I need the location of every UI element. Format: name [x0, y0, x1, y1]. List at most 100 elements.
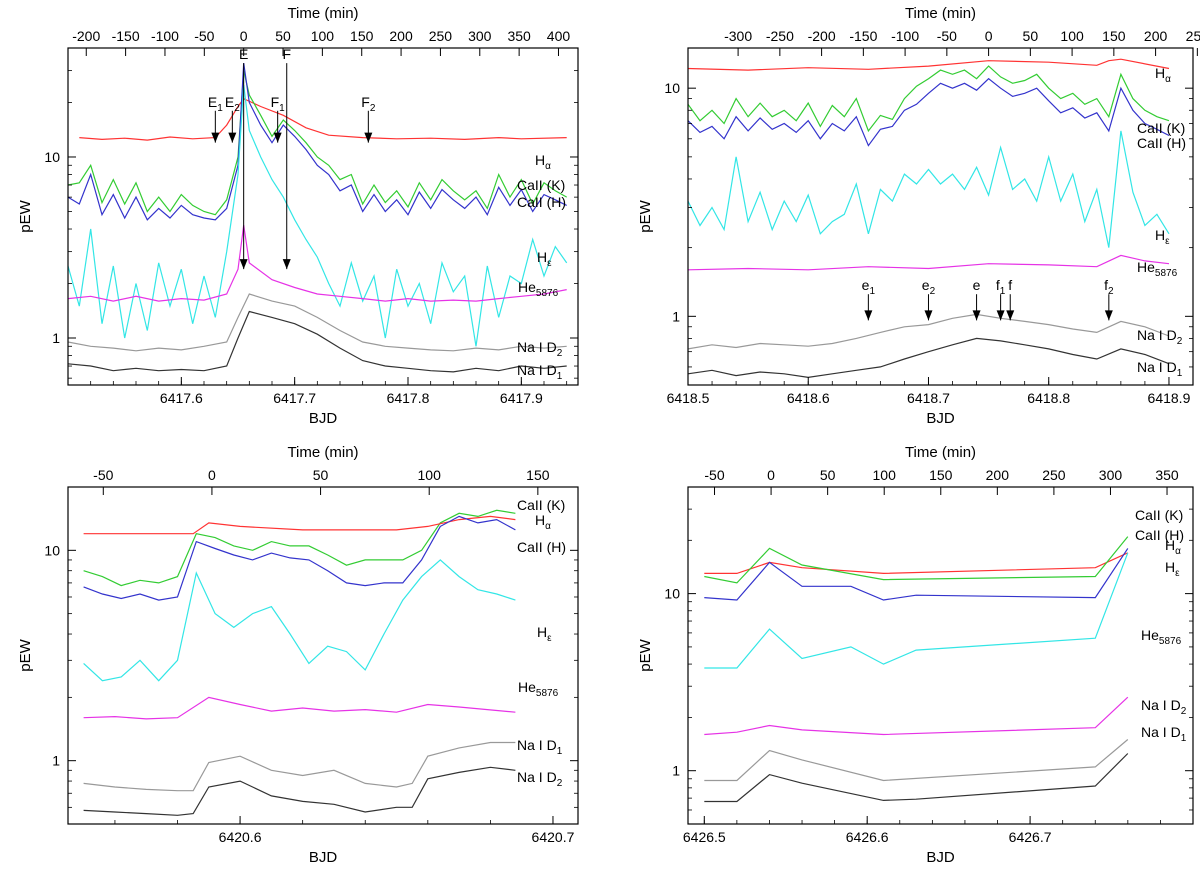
plot-frame [67, 47, 579, 386]
annotation-arrow-head [924, 310, 933, 321]
x-tick-label: 6417.9 [500, 390, 543, 406]
top-tick-label: 0 [208, 467, 216, 483]
top-tick-label: -50 [704, 467, 724, 483]
top-axis-label: Time (min) [287, 5, 358, 22]
x-tick-label: 6417.8 [387, 390, 430, 406]
series-line-he5876 [704, 696, 1129, 736]
top-tick-label: 200 [389, 28, 413, 44]
series-line-h- [83, 559, 516, 682]
y-tick-label: 10 [44, 149, 60, 165]
series-line-na-i-d2 [704, 739, 1129, 782]
top-tick-label: -50 [93, 467, 113, 483]
top-tick-label: -150 [112, 28, 140, 44]
x-tick-label: 6426.6 [846, 829, 889, 845]
annotation-arrow-head [211, 132, 220, 143]
series-line-na-i-d1 [67, 310, 567, 373]
series-label: Na I D2 [517, 339, 563, 359]
annotation-label: E [239, 46, 248, 62]
series-label: Hα [535, 512, 551, 532]
top-tick-label: 100 [418, 467, 442, 483]
plot-frame [67, 486, 579, 825]
series-line-na-i-d2 [83, 766, 516, 816]
y-tick-label: 1 [672, 763, 680, 779]
series-label: Na I D1 [1141, 724, 1187, 744]
annotation-arrow-head [228, 132, 237, 143]
series-label: Na I D2 [517, 769, 563, 789]
series-line-na-i-d2 [67, 293, 567, 352]
top-tick-label: 250 [1186, 28, 1200, 44]
annotation-label: e2 [922, 277, 936, 297]
annotation-arrow-head [972, 310, 981, 321]
top-tick-label: 50 [275, 28, 291, 44]
top-tick-label: 0 [240, 28, 248, 44]
series-line-h- [79, 97, 567, 141]
annotation-label: E1 [208, 94, 223, 114]
annotation-label: f [1008, 277, 1012, 293]
y-axis-label: pEW [637, 638, 654, 671]
annotation-label: e [973, 277, 981, 293]
series-label: Hε [1165, 559, 1180, 579]
top-tick-label: 200 [1144, 28, 1168, 44]
top-tick-label: 100 [1060, 28, 1084, 44]
x-tick-label: 6417.6 [160, 390, 203, 406]
x-tick-label: 6418.8 [1027, 390, 1070, 406]
top-tick-label: -150 [849, 28, 877, 44]
top-tick-label: -100 [891, 28, 919, 44]
chart-panel-3: 6420.6 6420.7 -50 0 50 100 150 1 10 BJD Time (min)… [17, 444, 579, 866]
y-tick-label: 10 [44, 542, 60, 558]
series-label: Hα [1155, 65, 1171, 85]
top-tick-label: 100 [311, 28, 335, 44]
series-line-caii-h- [67, 63, 567, 221]
plot-frame [687, 47, 1194, 386]
y-axis-label: pEW [17, 638, 34, 671]
series-line-na-i-d1 [687, 337, 1170, 379]
top-tick-label: 250 [429, 28, 453, 44]
annotation-arrow-head [996, 310, 1005, 321]
series-label: Na I D2 [1137, 327, 1183, 347]
chart-panel-2: 6418.5 6418.6 6418.7 6418.8 6418.9 -300 -250 -2… [637, 5, 1200, 427]
plot-frame [687, 486, 1194, 825]
series-line-he5876 [83, 696, 516, 720]
y-axis-label: pEW [17, 199, 34, 232]
series-label: He5876 [518, 679, 559, 699]
top-tick-label: 100 [873, 467, 897, 483]
top-tick-label: 0 [985, 28, 993, 44]
annotation-arrow-head [1104, 310, 1113, 321]
top-tick-label: 150 [350, 28, 374, 44]
annotation-arrow-head [364, 132, 373, 143]
top-tick-label: 50 [820, 467, 836, 483]
series-label: CaII (H) [1137, 135, 1186, 151]
annotation-label: f1 [996, 277, 1006, 297]
series-line-h- [687, 130, 1170, 248]
top-tick-label: -200 [808, 28, 836, 44]
top-tick-label: -50 [194, 28, 214, 44]
top-axis-label: Time (min) [905, 444, 976, 461]
top-tick-label: 400 [547, 28, 571, 44]
series-label: CaII (H) [1135, 527, 1184, 543]
annotation-label: f2 [1104, 277, 1114, 297]
x-tick-label: 6418.9 [1148, 390, 1191, 406]
series-line-he5876 [687, 254, 1170, 271]
x-tick-label: 6426.7 [1009, 829, 1052, 845]
annotation-label: E2 [225, 94, 240, 114]
top-axis-label: Time (min) [905, 5, 976, 22]
x-tick-label: 6420.7 [532, 829, 575, 845]
chart-panel-4: 6426.5 6426.6 6426.7 -50 0 50 100 150 200 250 300 3… [637, 444, 1194, 866]
top-tick-label: -300 [724, 28, 752, 44]
annotation-arrow-head [273, 132, 282, 143]
series-line-na-i-d1 [83, 741, 516, 792]
series-line-caii-h- [687, 77, 1170, 147]
annotation-label: F2 [361, 94, 376, 114]
x-axis-label: BJD [926, 410, 955, 427]
series-line-he5876 [67, 225, 567, 302]
x-tick-label: 6420.6 [219, 829, 262, 845]
series-label: Hε [537, 624, 552, 644]
y-tick-label: 10 [664, 80, 680, 96]
top-tick-label: -100 [151, 28, 179, 44]
series-line-h- [687, 58, 1170, 71]
series-line-caii-k- [704, 536, 1129, 584]
annotation-arrow-head [282, 259, 291, 270]
annotation-arrow-head [1006, 310, 1015, 321]
series-line-na-i-d1 [704, 753, 1129, 803]
